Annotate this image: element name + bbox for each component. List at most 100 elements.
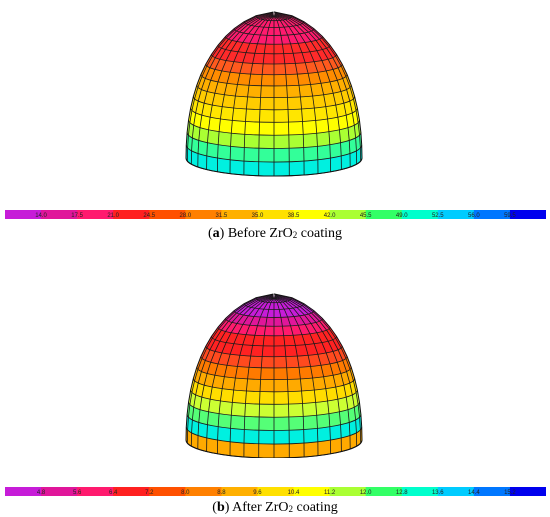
mesh-longitude-line — [186, 12, 274, 162]
colorbar-tick-label: 35.0 — [252, 213, 264, 219]
colorbar-segment — [77, 487, 114, 496]
colorbar-tick-label: 12.8 — [396, 490, 408, 496]
colorbar-tick-label: 6.4 — [109, 490, 118, 496]
colorbar-segment — [113, 487, 150, 496]
colorbar-segment — [185, 210, 222, 219]
colorbar-segment — [257, 210, 295, 219]
colorbar-segment — [329, 210, 367, 219]
colorbar-tick-label: 59.5 — [504, 213, 516, 219]
colorbar-tick-label: 56.0 — [468, 213, 480, 219]
mesh-longitude-line — [274, 12, 362, 162]
colorbar-segment — [5, 210, 42, 219]
colorbar-segment — [401, 210, 439, 219]
colorbar-tick-label: 52.5 — [432, 213, 444, 219]
colorbar-tick-label: 31.5 — [216, 213, 228, 219]
colorbar-tick-label: 15.2 — [504, 490, 516, 496]
mesh-longitude-line — [274, 12, 358, 165]
colorbar-segment — [221, 487, 259, 496]
colorbar-segment — [257, 487, 295, 496]
dome-after-coating — [185, 293, 363, 458]
dome-band — [193, 85, 355, 110]
colorbar-segment — [365, 210, 403, 219]
mesh-longitude-line — [243, 297, 275, 457]
mesh-longitude-line — [217, 14, 274, 172]
panel-after-coating: 4.8 5.6 6.4 7.2 8.0 8.8 9.6 10.4 11.2 12.0 12.8 13.… — [0, 258, 550, 517]
caption-before-coating: (a) Before ZrO2 coating — [208, 226, 342, 241]
mesh-longitude-line — [243, 15, 275, 175]
mesh-longitude-line — [229, 15, 274, 174]
mesh-longitude-line — [274, 297, 319, 456]
colorbar-segment — [221, 210, 259, 219]
mesh-longitude-line — [190, 294, 274, 447]
mesh-longitude-line — [273, 297, 305, 457]
mesh-longitude-line — [197, 295, 274, 450]
colorbar-segment — [437, 487, 475, 496]
colorbar-segment — [185, 487, 222, 496]
mesh-longitude-line — [274, 14, 342, 170]
colorbar-tick-label: 8.8 — [217, 490, 226, 496]
mesh-longitude-line — [186, 294, 274, 444]
colorbar-segment — [509, 487, 546, 496]
colorbar-tick-label: 8.0 — [181, 490, 190, 496]
caption-after-coating: (b) After ZrO2 coating — [212, 500, 338, 515]
colorbar-tick-label: 7.2 — [145, 490, 154, 496]
colorbar-segment — [149, 210, 186, 219]
colorbar-segment — [77, 210, 114, 219]
colorbar-segment — [329, 487, 367, 496]
colorbar-tick-label: 10.4 — [288, 490, 300, 496]
colorbar-tick-label: 28.0 — [179, 213, 191, 219]
colorbar-segment — [473, 210, 511, 219]
colorbar-segment — [149, 487, 186, 496]
colorbar-segment — [401, 487, 439, 496]
colorbar-segment — [437, 210, 475, 219]
mesh-longitude-line — [258, 297, 275, 458]
colorbar-tick-label: 12.0 — [360, 490, 372, 496]
colorbar-segment — [41, 487, 78, 496]
colorbar-tick-label: 5.6 — [73, 490, 82, 496]
mesh-longitude-line — [273, 15, 305, 175]
mesh-longitude-line — [229, 297, 274, 456]
dome-band — [193, 367, 355, 392]
mesh-longitude-line — [197, 13, 274, 168]
colorbar-after-coating: 4.8 5.6 6.4 7.2 8.0 8.8 9.6 10.4 11.2 12.0 12.8 13.… — [5, 487, 546, 496]
mesh-longitude-line — [274, 296, 342, 452]
colorbar-segment — [509, 210, 546, 219]
mesh-longitude-line — [274, 14, 331, 172]
dome-band — [190, 96, 358, 123]
mesh-longitude-line — [273, 297, 290, 458]
mesh-longitude-line — [274, 296, 331, 454]
mesh-longitude-line — [258, 15, 275, 176]
mesh-longitude-line — [206, 296, 274, 452]
colorbar-segment — [473, 487, 511, 496]
colorbar-before-coating: 14.0 17.5 21.0 24.5 28.0 31.5 35.0 38.5 42.0 45.5… — [5, 210, 546, 219]
colorbar-segment — [293, 487, 331, 496]
colorbar-segment — [113, 210, 150, 219]
colorbar-segment — [365, 487, 403, 496]
colorbar-tick-label: 42.0 — [324, 213, 336, 219]
colorbar-tick-label: 45.5 — [360, 213, 372, 219]
colorbar-tick-label: 14.4 — [468, 490, 480, 496]
colorbar-tick-label: 4.8 — [37, 490, 46, 496]
mesh-longitude-line — [206, 14, 274, 170]
dome-outline — [185, 11, 363, 177]
colorbar-tick-label: 14.0 — [35, 213, 47, 219]
mesh-longitude-line — [274, 295, 351, 450]
mesh-longitude-line — [274, 294, 358, 447]
colorbar-tick-label: 17.5 — [71, 213, 83, 219]
mesh-longitude-line — [190, 12, 274, 165]
colorbar-tick-label: 24.5 — [143, 213, 155, 219]
colorbar-segment — [41, 210, 78, 219]
colorbar-segment — [293, 210, 331, 219]
dome-band — [190, 378, 358, 405]
colorbar-segment — [5, 487, 42, 496]
colorbar-tick-label: 38.5 — [288, 213, 300, 219]
panel-before-coating: 14.0 17.5 21.0 24.5 28.0 31.5 35.0 38.5 42.0 45.5… — [0, 0, 550, 258]
colorbar-tick-label: 49.0 — [396, 213, 408, 219]
colorbar-tick-label: 11.2 — [324, 490, 336, 496]
mesh-longitude-line — [217, 296, 274, 454]
colorbar-tick-label: 13.6 — [432, 490, 444, 496]
dome-before-coating — [185, 11, 363, 177]
colorbar-tick-label: 9.6 — [253, 490, 262, 496]
mesh-longitude-line — [273, 15, 290, 176]
mesh-longitude-line — [274, 294, 362, 444]
